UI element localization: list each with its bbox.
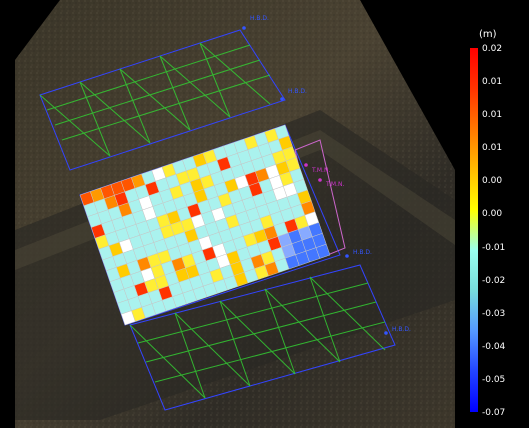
legend-tick-label: 0.00 — [482, 176, 503, 187]
legend-tick-label: -0.04 — [482, 341, 506, 352]
marker-pink-a: T.M.N. — [304, 163, 330, 174]
marker-label: H.B.D. — [250, 15, 269, 22]
marker-lower-right: H.B.D. — [384, 326, 411, 335]
marker-label: T.M.N. — [311, 167, 330, 174]
marker-upper-right: H.B.D. — [280, 88, 307, 101]
survey-markers: H.B.D. H.B.D. T.M.N. T.M.N. H.B.D. H.B.D… — [242, 15, 411, 335]
legend-color-bar — [470, 48, 478, 412]
marker-label: T.M.N. — [325, 181, 344, 188]
deviation-cells — [79, 124, 331, 326]
marker-pink-b: T.M.N. — [318, 178, 344, 188]
legend-tick-label: 0.02 — [482, 44, 503, 54]
legend-tick-label: 0.01 — [482, 110, 503, 121]
upper-grid-frame — [39, 29, 286, 171]
legend-tick-label: -0.01 — [482, 242, 506, 253]
legend-tick-label: -0.05 — [482, 374, 506, 385]
legend-tick-label: -0.07 — [482, 408, 506, 418]
legend-tick-label: -0.02 — [482, 275, 506, 286]
marker-label: H.B.D. — [288, 88, 307, 95]
lower-grid-frame — [129, 264, 396, 411]
legend-unit: (m) — [479, 29, 497, 40]
legend-tick-label: -0.03 — [482, 308, 506, 319]
legend-tick-labels: 0.02 0.01 0.01 0.01 0.00 0.00 -0.01 -0.02 -0.03 -… — [482, 44, 526, 418]
legend-tick-label: 0.01 — [482, 77, 503, 88]
marker-label: H.B.D. — [392, 326, 411, 333]
legend-tick-label: 0.01 — [482, 143, 503, 154]
marker-label: H.B.D. — [353, 249, 372, 256]
marker-middle-right: H.B.D. — [345, 249, 372, 258]
deviation-cell — [315, 243, 331, 259]
marker-top: H.B.D. — [242, 15, 269, 30]
legend-tick-label: 0.00 — [482, 209, 503, 220]
